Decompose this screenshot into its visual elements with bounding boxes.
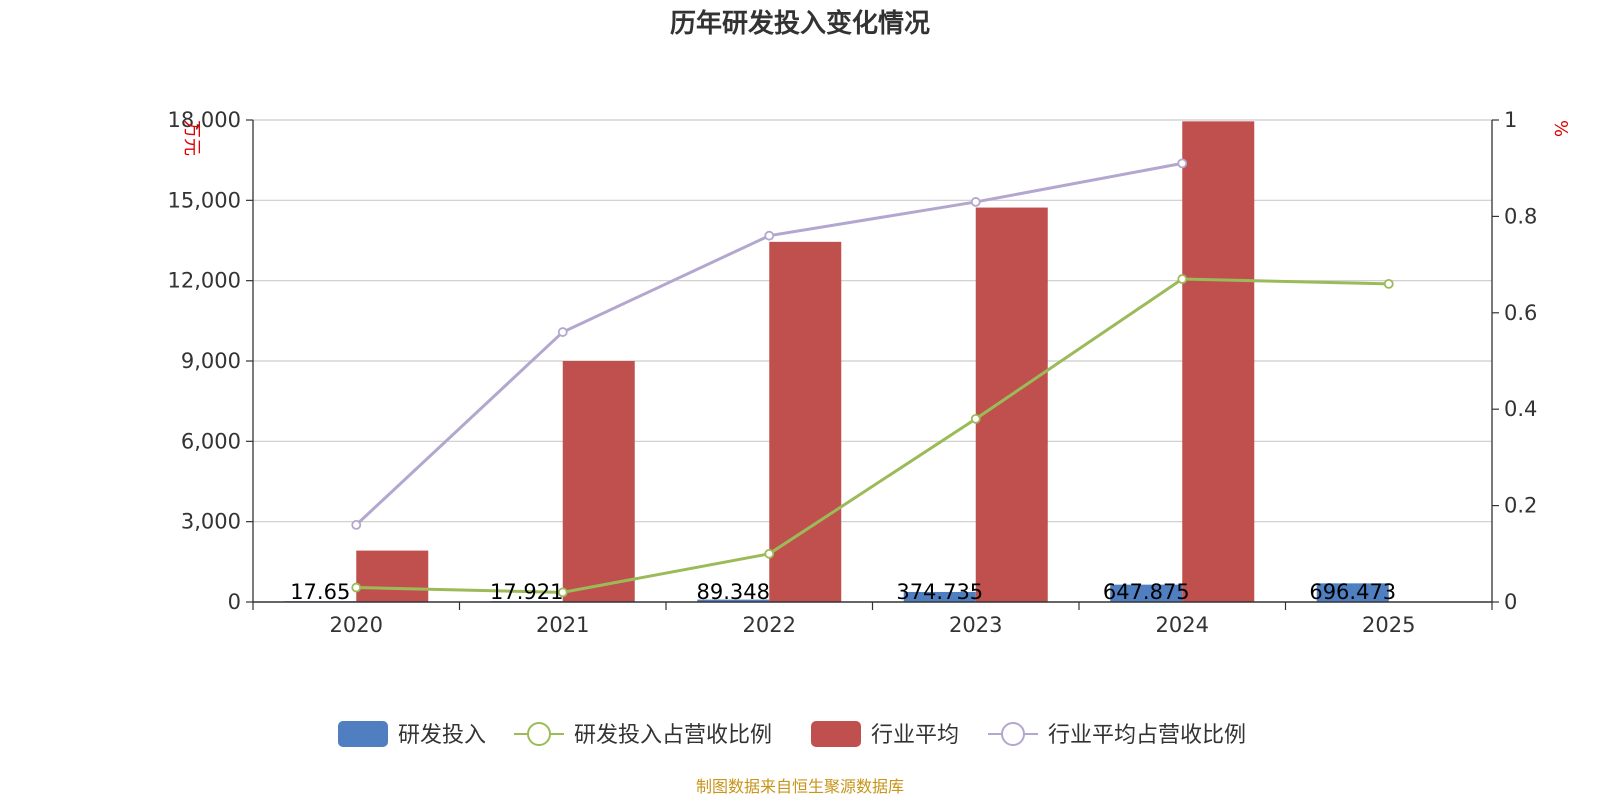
line-point [970, 413, 981, 424]
series-line [356, 277, 1389, 594]
axes: 0 3,000 6,000 9,000 12,000 15,000 18,000 0 0.2 0.… [168, 108, 1538, 637]
left-axis-tick-label: 9,000 [181, 349, 241, 373]
line-point [557, 587, 568, 598]
right-axis-tick-label: 1 [1504, 108, 1517, 132]
x-axis-tick-label: 2025 [1362, 613, 1415, 637]
bar [975, 207, 1048, 602]
line-point [1177, 274, 1188, 284]
left-axis-unit: 万元 [181, 120, 202, 156]
bar-data-label: 89.348 [697, 580, 770, 604]
legend-swatch [811, 721, 861, 747]
left-axis-tick-label: 15,000 [168, 188, 241, 212]
legend-label: 研发投入 [398, 723, 486, 748]
x-axis-tick-label: 2023 [949, 613, 1002, 637]
left-axis-tick-label: 18,000 [168, 108, 241, 132]
bar [1182, 121, 1255, 602]
legend-label: 行业平均 [871, 723, 959, 748]
left-axis-tick-label: 3,000 [181, 510, 241, 534]
bar [356, 550, 429, 602]
bar-data-label: 17.65 [290, 580, 350, 604]
line-point [1383, 278, 1394, 289]
right-axis-tick-label: 0.6 [1504, 301, 1537, 325]
bar [1110, 584, 1183, 602]
x-axis-tick-label: 2022 [743, 613, 796, 637]
source-note: 制图数据来自恒生聚源数据库 [696, 777, 904, 796]
right-axis-unit: % [1550, 120, 1571, 137]
bar [769, 241, 842, 603]
bar [903, 591, 976, 602]
chart-title: 历年研发投入变化情况 [670, 8, 930, 39]
bars [284, 121, 1389, 603]
line-point [764, 230, 775, 241]
data-labels: 17.65 17.921 89.348 374.735 647.875 696.473 [290, 580, 1396, 604]
legend-label: 行业平均占营收比例 [1048, 723, 1246, 748]
bar-data-label: 647.875 [1103, 580, 1190, 604]
legend-swatch-marker [527, 722, 551, 746]
line-point [351, 519, 362, 530]
x-axis-tick-label: 2021 [536, 613, 589, 637]
bar-data-label: 696.473 [1309, 580, 1396, 604]
legend-swatch [338, 721, 388, 747]
line-point [1177, 158, 1188, 169]
lines [351, 158, 1394, 598]
line-point [351, 582, 362, 593]
line-point [557, 327, 568, 337]
bar [697, 599, 770, 602]
right-axis-tick-label: 0 [1504, 590, 1517, 614]
line-point [970, 197, 981, 207]
x-axis-tick-label: 2024 [1156, 613, 1209, 637]
legend: 研发投入 研发投入占营收比例 行业平均 行业平均占营收比例 [338, 721, 1246, 748]
right-axis-tick-label: 0.8 [1504, 204, 1537, 228]
left-axis-tick-label: 0 [228, 590, 241, 614]
bar-data-label: 17.921 [490, 580, 563, 604]
legend-swatch-marker [1001, 722, 1025, 746]
right-axis-tick-label: 0.2 [1504, 494, 1537, 518]
line-point [764, 548, 775, 559]
bar-data-label: 374.735 [896, 580, 983, 604]
right-axis-tick-label: 0.4 [1504, 397, 1537, 421]
grid [253, 119, 1492, 523]
left-axis-tick-label: 12,000 [168, 269, 241, 293]
bar [1316, 583, 1389, 602]
x-axis-tick-label: 2020 [330, 613, 383, 637]
bar [562, 361, 635, 602]
left-axis-tick-label: 6,000 [181, 429, 241, 453]
legend-label: 研发投入占营收比例 [574, 723, 772, 748]
